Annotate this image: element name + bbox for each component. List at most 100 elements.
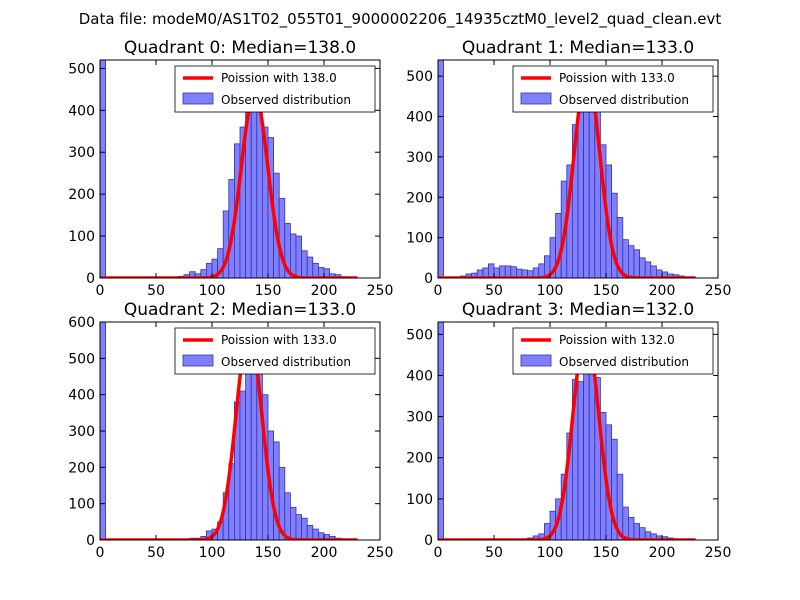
panel-quadrant-3: 0 50 100 150 200 250 0 100 200 300 400 500 Quadrant … bbox=[406, 300, 731, 561]
x-tick-label: 100 bbox=[199, 283, 226, 299]
histogram-bar bbox=[650, 265, 657, 278]
legend-bar-swatch bbox=[520, 92, 552, 105]
histogram-bar bbox=[577, 381, 584, 540]
x-tick-label: 150 bbox=[255, 545, 282, 561]
y-tick-label: 500 bbox=[406, 69, 433, 85]
x-tick-label: 50 bbox=[485, 283, 503, 299]
legend: Poission with 132.0 Observed distribution bbox=[512, 327, 714, 375]
histogram-bar bbox=[583, 362, 590, 540]
y-tick-label: 400 bbox=[68, 388, 95, 404]
y-tick-label: 500 bbox=[68, 61, 95, 77]
figure-title: Data file: modeM0/AS1T02_055T01_90000022… bbox=[79, 10, 722, 29]
x-tick-label: 100 bbox=[537, 545, 564, 561]
poisson-line bbox=[438, 72, 697, 278]
histogram-bar bbox=[295, 235, 302, 278]
y-tick-label: 300 bbox=[68, 424, 95, 440]
histogram-bar bbox=[628, 245, 635, 278]
x-tick-label: 0 bbox=[96, 545, 105, 561]
histogram-bar bbox=[289, 506, 297, 540]
x-tick-label: 50 bbox=[147, 283, 165, 299]
y-tick-label: 0 bbox=[86, 533, 95, 549]
x-tick-label: 100 bbox=[537, 283, 564, 299]
y-tick-label: 500 bbox=[68, 351, 95, 367]
legend-label-poisson: Poission with 132.0 bbox=[559, 333, 675, 347]
x-tick-label: 200 bbox=[649, 545, 676, 561]
legend: Poission with 138.0 Observed distribution bbox=[174, 65, 376, 113]
plot-area bbox=[438, 322, 697, 540]
poisson-line bbox=[100, 331, 359, 540]
y-tick-label: 500 bbox=[406, 327, 433, 343]
legend: Poission with 133.0 Observed distribution bbox=[512, 65, 714, 113]
histogram-bar bbox=[295, 514, 302, 540]
histogram-bar bbox=[100, 60, 106, 278]
x-tick-label: 250 bbox=[367, 283, 394, 299]
histogram-bar bbox=[438, 60, 444, 278]
y-tick-label: 200 bbox=[406, 190, 433, 206]
x-tick-label: 150 bbox=[593, 283, 620, 299]
panel-title: Quadrant 3: Median=132.0 bbox=[462, 300, 694, 320]
x-tick-label: 250 bbox=[705, 283, 732, 299]
legend-label-poisson: Poission with 133.0 bbox=[559, 71, 675, 85]
y-tick-label: 100 bbox=[68, 497, 95, 513]
histogram-bar bbox=[438, 322, 444, 540]
legend-label-observed: Observed distribution bbox=[221, 355, 351, 369]
x-tick-label: 150 bbox=[255, 283, 282, 299]
y-tick-label: 300 bbox=[68, 145, 95, 161]
histogram-bar bbox=[312, 262, 319, 278]
x-tick-label: 250 bbox=[705, 545, 732, 561]
y-tick-label: 0 bbox=[424, 533, 433, 549]
legend-label-observed: Observed distribution bbox=[559, 93, 689, 107]
panel-title: Quadrant 2: Median=133.0 bbox=[124, 300, 356, 320]
panel-quadrant-1: 0 50 100 150 200 250 0 100 200 300 400 500 Quadrant … bbox=[406, 38, 731, 299]
x-tick-label: 50 bbox=[485, 545, 503, 561]
axes-frame bbox=[437, 321, 719, 541]
y-tick-label: 600 bbox=[68, 315, 95, 331]
x-tick-label: 200 bbox=[311, 283, 338, 299]
x-tick-label: 0 bbox=[96, 283, 105, 299]
histogram-bar bbox=[289, 233, 297, 278]
axes-frame bbox=[437, 59, 719, 279]
histogram-bar bbox=[487, 263, 495, 278]
y-tick-label: 300 bbox=[406, 150, 433, 166]
legend-bar-swatch bbox=[182, 92, 214, 105]
legend-label-observed: Observed distribution bbox=[559, 355, 689, 369]
panel-quadrant-0: 0 50 100 150 200 250 0 100 200 300 400 500 Quadrant … bbox=[68, 38, 393, 299]
y-tick-label: 200 bbox=[68, 187, 95, 203]
histogram-bar bbox=[644, 261, 652, 278]
histogram-bar bbox=[633, 523, 640, 540]
legend-label-poisson: Poission with 138.0 bbox=[221, 71, 337, 85]
histogram-bar bbox=[639, 257, 646, 278]
x-tick-label: 200 bbox=[311, 545, 338, 561]
y-tick-label: 300 bbox=[406, 410, 433, 426]
panel-title: Quadrant 0: Median=138.0 bbox=[124, 38, 356, 58]
y-tick-label: 100 bbox=[406, 492, 433, 508]
x-tick-label: 200 bbox=[649, 283, 676, 299]
panel-title: Quadrant 1: Median=133.0 bbox=[462, 38, 694, 58]
y-tick-label: 400 bbox=[406, 110, 433, 126]
histogram-bar bbox=[639, 527, 646, 540]
histogram-bar bbox=[633, 249, 640, 278]
y-tick-label: 100 bbox=[406, 231, 433, 247]
panel-quadrant-2: 0 50 100 150 200 250 0 100 200 300 400 500 600 Quadra… bbox=[68, 300, 393, 561]
legend-bar-swatch bbox=[182, 354, 214, 367]
x-tick-label: 0 bbox=[434, 283, 443, 299]
y-tick-label: 0 bbox=[424, 271, 433, 287]
y-tick-label: 0 bbox=[86, 271, 95, 287]
legend: Poission with 133.0 Observed distribution bbox=[174, 327, 376, 375]
x-tick-label: 0 bbox=[434, 545, 443, 561]
x-tick-label: 50 bbox=[147, 545, 165, 561]
x-tick-label: 250 bbox=[367, 545, 394, 561]
histogram-bar bbox=[301, 250, 308, 278]
poisson-line bbox=[438, 330, 697, 540]
histogram-bar bbox=[250, 97, 258, 278]
histogram-bar bbox=[239, 390, 246, 540]
x-tick-label: 150 bbox=[593, 545, 620, 561]
histogram-bar bbox=[301, 517, 308, 540]
histogram-bar bbox=[306, 525, 314, 540]
legend-label-poisson: Poission with 133.0 bbox=[221, 333, 337, 347]
histogram-bar bbox=[628, 516, 635, 540]
y-tick-label: 400 bbox=[406, 368, 433, 384]
axes-frame bbox=[99, 59, 381, 279]
y-tick-label: 200 bbox=[406, 451, 433, 467]
